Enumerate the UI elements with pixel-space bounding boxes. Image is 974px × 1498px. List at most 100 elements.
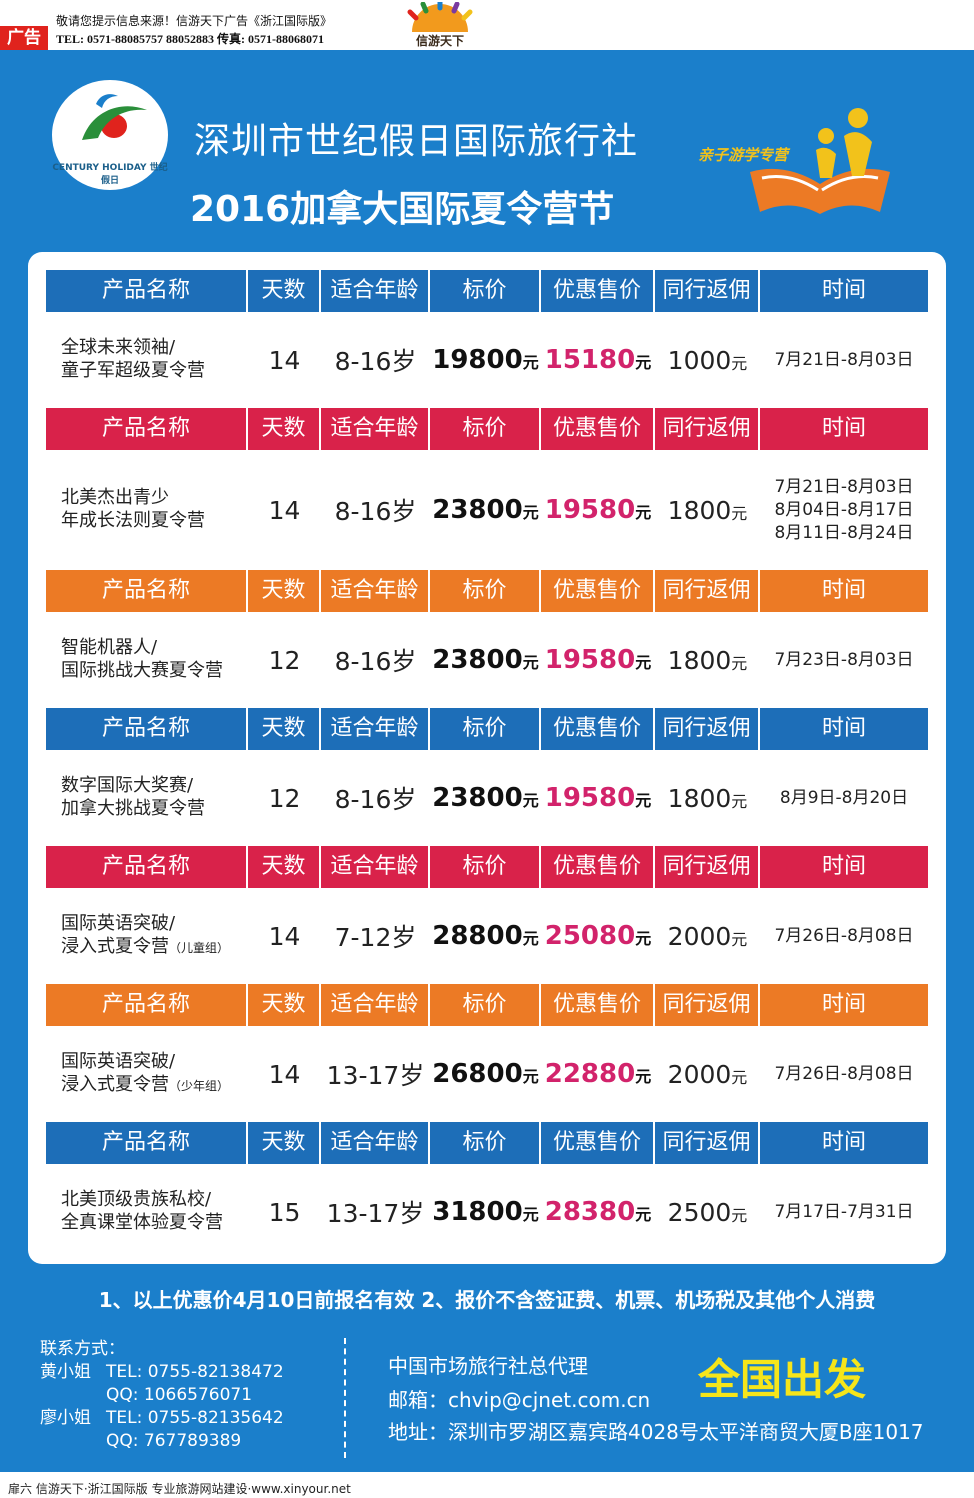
product-name-line2-text: 年成长法则夏令营 <box>61 510 205 531</box>
days-value: 14 <box>268 495 301 525</box>
product-name: 智能机器人/国际挑战大赛夏令营 <box>46 636 248 684</box>
column-header: 标价 <box>430 846 541 888</box>
column-header: 时间 <box>760 270 928 312</box>
agency-address: 地址：深圳市罗湖区嘉宾路4028号太平洋商贸大厦B座1017 <box>388 1420 924 1444</box>
column-header: 产品名称 <box>46 984 248 1026</box>
column-header: 标价 <box>430 408 541 450</box>
commission-amount: 1000 <box>667 345 732 375</box>
sale-price-amount: 28380 <box>544 1197 636 1227</box>
date-range: 7月26日-8月08日 <box>760 1063 928 1086</box>
product-name: 全球未来领袖/童子军超级夏令营 <box>46 336 248 384</box>
date-range-item: 7月23日-8月03日 <box>774 649 914 670</box>
table-header: 产品名称 天数 适合年龄 标价 优惠售价 同行返佣 时间 <box>46 408 928 450</box>
commission-amount: 1800 <box>667 783 732 813</box>
date-range: 7月21日-8月03日 <box>760 349 928 372</box>
age-range: 8-16岁 <box>334 347 417 376</box>
column-header: 优惠售价 <box>541 846 655 888</box>
date-range-item: 7月21日-8月03日 <box>774 349 914 370</box>
sale-price-amount: 15180 <box>544 345 636 375</box>
product-name-line1: 全球未来领袖/ <box>61 337 176 358</box>
sale-price-amount: 22880 <box>544 1059 636 1089</box>
source-notice: 敬请您提示信息来源！信游天下广告《浙江国际版》 <box>56 14 333 28</box>
column-header: 时间 <box>760 570 928 612</box>
sale-price: 19580元 <box>541 495 655 525</box>
date-range-item: 7月21日-8月03日 <box>774 476 914 497</box>
column-header: 时间 <box>760 846 928 888</box>
person1-phone: 0755-82138472 <box>147 1362 284 1382</box>
table-row: 智能机器人/国际挑战大赛夏令营 12 8-16岁 23800元 19580元 1800元 7… <box>46 612 928 708</box>
century-holiday-logo: CENTURY HOLIDAY 世纪假日 <box>52 80 168 190</box>
column-header: 适合年龄 <box>321 408 430 450</box>
currency-unit: 元 <box>635 1067 652 1086</box>
currency-unit: 元 <box>522 503 539 522</box>
column-header: 适合年龄 <box>321 984 430 1026</box>
currency-unit: 元 <box>731 353 748 373</box>
product-name-line2: 童子军超级夏令营 <box>61 359 248 384</box>
page-footer: 扉六 信游天下·浙江国际版 专业旅游网站建设·www.xinyour.net <box>8 1482 351 1496</box>
currency-unit: 元 <box>731 1067 748 1087</box>
main-panel: CENTURY HOLIDAY 世纪假日 深圳市世纪假日国际旅行社 2016加拿… <box>0 50 974 1472</box>
age-range: 13-17岁 <box>326 1061 425 1090</box>
product-name-line1: 智能机器人/ <box>61 637 158 658</box>
tel-label: TEL: <box>106 1408 143 1428</box>
column-header: 产品名称 <box>46 270 248 312</box>
table-row: 数字国际大奖赛/加拿大挑战夏令营 12 8-16岁 23800元 19580元 1800元… <box>46 750 928 846</box>
product-name: 数字国际大奖赛/加拿大挑战夏令营 <box>46 774 248 822</box>
product-name-line2-text: 童子军超级夏令营 <box>61 360 205 381</box>
column-header: 天数 <box>248 570 321 612</box>
commission: 2000元 <box>655 922 760 951</box>
contact-person2-qq: QQ: 767789389 <box>40 1430 284 1453</box>
product-name-line2: 年成长法则夏令营 <box>61 509 248 534</box>
product-name-line2-text: 加拿大挑战夏令营 <box>61 798 205 819</box>
column-header: 天数 <box>248 846 321 888</box>
column-header: 时间 <box>760 408 928 450</box>
xinyou-logo: 信游天下 <box>402 0 478 48</box>
column-header: 标价 <box>430 1122 541 1164</box>
commission: 1800元 <box>655 496 760 525</box>
product-name-line2: 加拿大挑战夏令营 <box>61 797 248 822</box>
currency-unit: 元 <box>731 653 748 673</box>
product-name-line1: 国际英语突破/ <box>61 1051 176 1072</box>
commission-amount: 2000 <box>667 1059 732 1089</box>
column-header: 优惠售价 <box>541 984 655 1026</box>
column-header: 优惠售价 <box>541 270 655 312</box>
column-header: 适合年龄 <box>321 1122 430 1164</box>
table-row: 北美顶级贵族私校/全真课堂体验夏令营 15 13-17岁 31800元 28380元 25… <box>46 1164 928 1260</box>
date-range-item: 7月17日-7月31日 <box>774 1201 914 1222</box>
sale-price: 19580元 <box>541 783 655 813</box>
nationwide-departure: 全国出发 <box>698 1355 867 1404</box>
parent-child-badge <box>740 102 900 222</box>
currency-unit: 元 <box>522 929 539 948</box>
commission: 2000元 <box>655 1060 760 1089</box>
column-header: 同行返佣 <box>655 408 760 450</box>
column-header: 产品名称 <box>46 408 248 450</box>
contact-phone-line: TEL: 0571-88085757 88052883 传真: 0571-880… <box>56 32 324 46</box>
column-header: 时间 <box>760 1122 928 1164</box>
product-name-line1: 北美杰出青少 <box>61 487 169 508</box>
date-range: 7月23日-8月03日 <box>760 649 928 672</box>
column-header: 标价 <box>430 708 541 750</box>
contact-person2-name: 廖小姐 <box>40 1408 91 1428</box>
commission-amount: 1800 <box>667 645 732 675</box>
currency-unit: 元 <box>635 653 652 672</box>
sale-price-amount: 19580 <box>544 495 636 525</box>
product-name-line2-text: 国际挑战大赛夏令营 <box>61 660 223 681</box>
ad-tag: 广告 <box>0 26 48 50</box>
column-header: 优惠售价 <box>541 1122 655 1164</box>
event-title: 2016加拿大国际夏令营节 <box>190 189 615 230</box>
column-header: 产品名称 <box>46 1122 248 1164</box>
product-group: （儿童组） <box>169 941 230 955</box>
product-name: 北美顶级贵族私校/全真课堂体验夏令营 <box>46 1188 248 1236</box>
column-header: 天数 <box>248 984 321 1026</box>
currency-unit: 元 <box>522 791 539 810</box>
century-holiday-emblem-icon <box>82 94 147 140</box>
product-name-line2: 浸入式夏令营（儿童组） <box>61 935 248 960</box>
list-price: 23800元 <box>430 495 541 525</box>
table-header: 产品名称 天数 适合年龄 标价 优惠售价 同行返佣 时间 <box>46 270 928 312</box>
column-header: 同行返佣 <box>655 570 760 612</box>
column-header: 标价 <box>430 570 541 612</box>
column-header: 天数 <box>248 270 321 312</box>
days-value: 14 <box>268 345 301 375</box>
column-header: 天数 <box>248 408 321 450</box>
age-range: 8-16岁 <box>334 785 417 814</box>
